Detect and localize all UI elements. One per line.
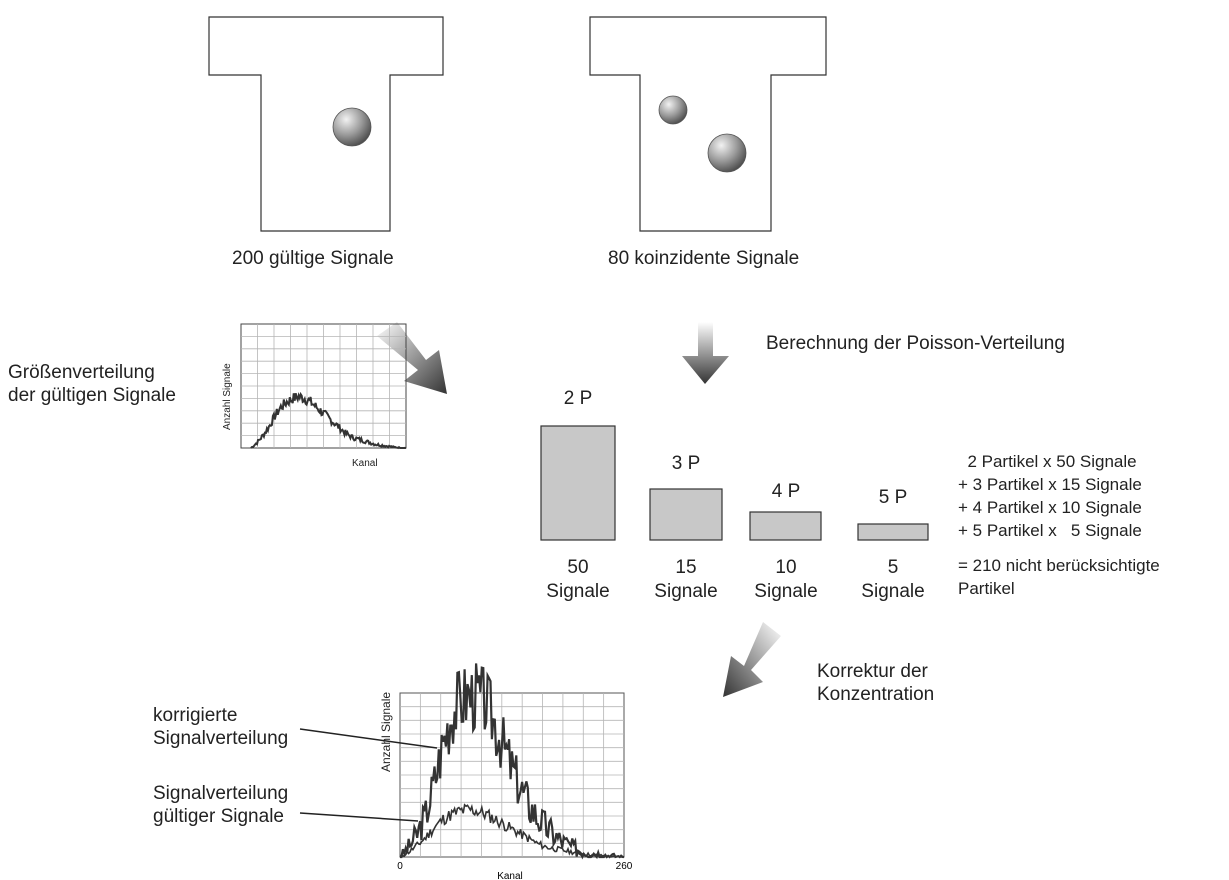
corrected-label-line1: korrigierte <box>153 705 238 726</box>
particle-sphere-large <box>707 133 747 173</box>
summation-line: + 5 Partikel x 5 Signale <box>958 521 1142 540</box>
valid-distribution-line <box>399 803 625 858</box>
bar-unit-label: Signale <box>546 581 610 602</box>
x-tick-label: 260 <box>616 861 633 872</box>
bar-unit-label: Signale <box>654 581 718 602</box>
bar-category-label: 3 P <box>671 453 701 474</box>
valid-distribution-label-line1: Signalverteilung <box>153 783 289 804</box>
bar-category-label: 2 P <box>563 388 593 409</box>
caption-valid-signals: 200 gültige Signale <box>232 248 394 269</box>
bar-value-label: 15 <box>675 557 697 578</box>
poisson-bar-chart <box>540 425 929 541</box>
bar-unit-label: Signale <box>861 581 925 602</box>
poisson-calculation-label: Berechnung der Poisson-Verteilung <box>766 333 1065 354</box>
small-chart-xlabel: Kanal <box>352 458 378 469</box>
summation-block: 2 Partikel x 50 Signale + 3 Partikel x 1… <box>958 450 1160 600</box>
channel-schematics <box>208 16 827 232</box>
poisson-bars <box>540 425 929 541</box>
summation-line: + 4 Partikel x 10 Signale <box>958 498 1142 517</box>
poisson-bar <box>857 523 929 541</box>
bar-category-label: 5 P <box>878 487 908 508</box>
caption-coincident-signals: 80 koinzidente Signale <box>608 248 800 269</box>
bar-value-label: 5 <box>887 557 899 578</box>
particle-sphere-small <box>658 95 688 125</box>
small-histogram-curve <box>250 391 407 450</box>
bar-unit-label: Signale <box>754 581 818 602</box>
poisson-bar <box>749 511 822 541</box>
size-distribution-label-line2: der gültigen Signale <box>8 385 176 406</box>
correction-label-line1: Korrektur der <box>817 661 928 682</box>
summation-line: + 3 Partikel x 15 Signale <box>958 475 1142 494</box>
valid-distribution-label-line2: gültiger Signale <box>153 806 284 827</box>
small-histogram <box>240 323 407 450</box>
large-chart-xlabel: Kanal <box>497 871 523 880</box>
summation-line: = 210 nicht berücksichtigte <box>958 556 1160 575</box>
large-chart-ylabel: Anzahl Signale <box>379 691 393 772</box>
pointer-line-valid <box>299 812 419 822</box>
poisson-bar <box>649 488 723 541</box>
channel-outline-right <box>589 16 827 232</box>
corrected-label-line2: Signalverteilung <box>153 728 289 749</box>
summation-line: 2 Partikel x 50 Signale <box>958 452 1137 471</box>
pointer-line-corrected <box>299 728 438 749</box>
correction-label-line2: Konzentration <box>817 684 935 705</box>
poisson-bar <box>540 425 616 541</box>
summation-line: Partikel <box>958 579 1015 598</box>
size-distribution-label-line1: Größenverteilung <box>8 362 155 383</box>
channel-outline-left <box>208 16 444 232</box>
x-tick-label: 0 <box>397 861 403 872</box>
bar-category-label: 4 P <box>771 481 801 502</box>
bar-value-label: 50 <box>567 557 589 578</box>
small-histogram-grid <box>240 323 407 449</box>
particle-sphere <box>332 107 372 147</box>
bar-value-label: 10 <box>775 557 797 578</box>
